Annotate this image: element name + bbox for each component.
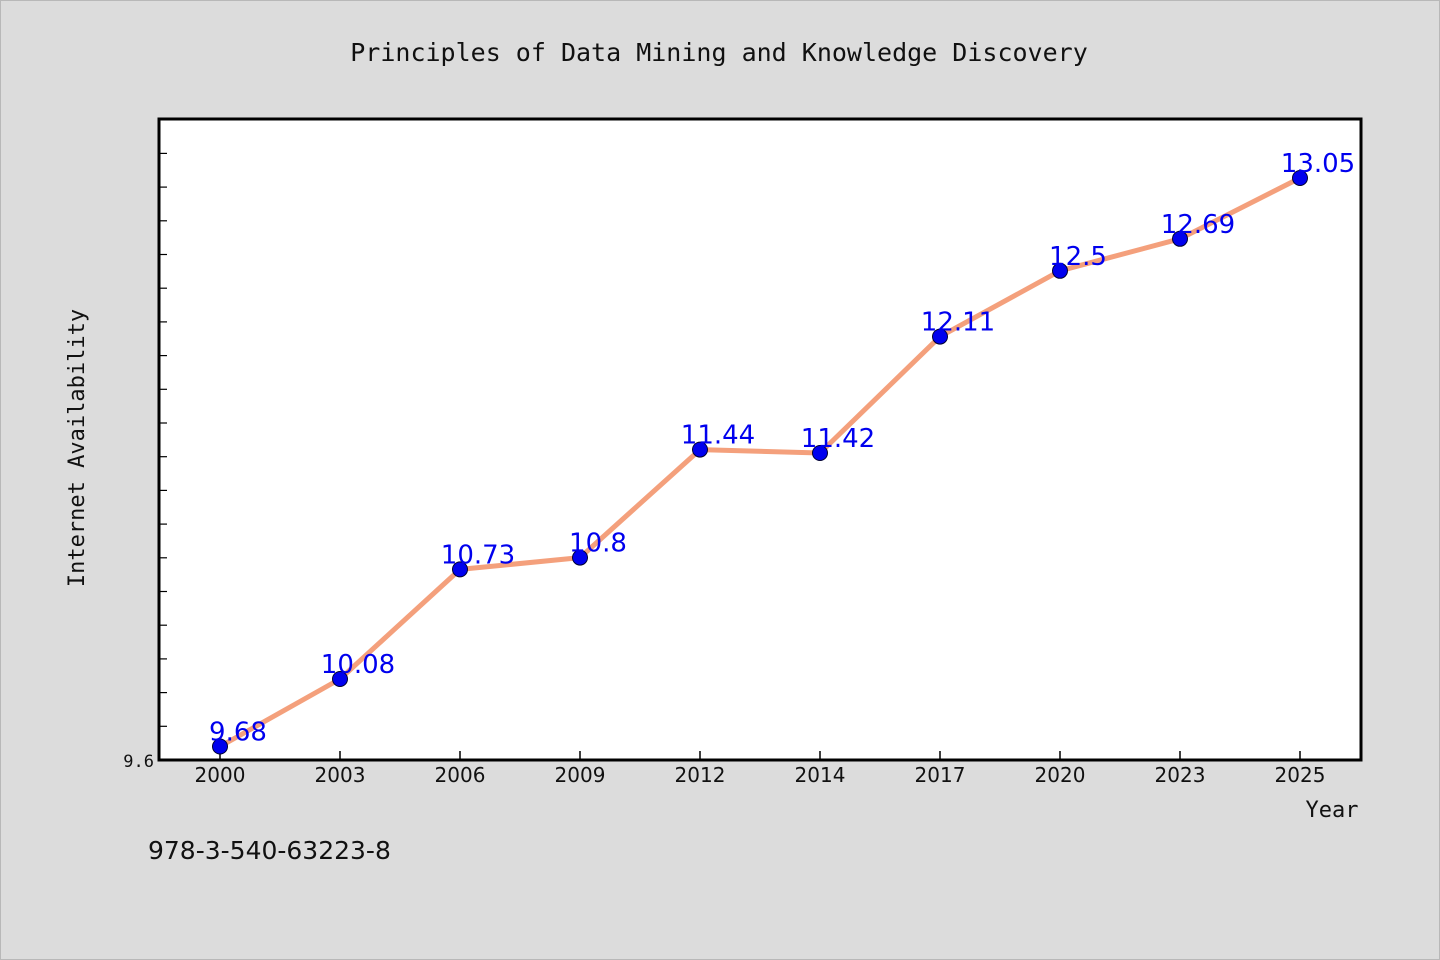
data-point-2014 — [812, 445, 828, 461]
series-line — [217, 175, 1303, 749]
x-tick-label-2009: 2009 — [555, 763, 606, 787]
data-label-2003: 10.08 — [321, 650, 395, 680]
y-tick-label-0: 9.6 — [123, 752, 154, 772]
data-label-2006: 10.73 — [441, 540, 515, 570]
x-axis-label: Year — [1306, 798, 1359, 823]
data-label-2000: 9.68 — [209, 718, 267, 748]
data-label-2014: 11.42 — [801, 424, 875, 454]
data-point-2025 — [1292, 170, 1308, 186]
x-tick-label-2000: 2000 — [195, 763, 246, 787]
chart-title: Principles of Data Mining and Knowledge … — [350, 38, 1088, 67]
y-axis-label: Internet Availability — [65, 309, 90, 587]
isbn-text: 978-3-540-63223-8 — [148, 836, 391, 865]
data-point-2006 — [452, 561, 468, 578]
x-tick-label-2023: 2023 — [1155, 763, 1206, 787]
data-point-2017 — [932, 328, 948, 345]
x-tick-label-2012: 2012 — [675, 763, 726, 787]
data-point-2009 — [572, 549, 588, 566]
data-points — [212, 170, 1308, 755]
y-axis-ticks: 9.6 — [123, 152, 167, 772]
x-tick-label-2014: 2014 — [795, 763, 846, 787]
data-point-2000 — [212, 738, 228, 755]
x-tick-label-2020: 2020 — [1035, 763, 1086, 787]
series-line-group — [217, 175, 1303, 749]
x-tick-label-2003: 2003 — [315, 763, 366, 787]
data-point-2023 — [1172, 230, 1188, 247]
data-point-2020 — [1052, 262, 1068, 279]
x-tick-label-2017: 2017 — [915, 763, 966, 787]
data-label-2025: 13.05 — [1281, 149, 1355, 179]
x-axis-ticks: 2000 2003 2006 2009 2012 2014 2017 2020 2023 2025 — [195, 751, 1326, 787]
data-labels: 9.68 10.08 10.73 10.8 11.44 11.42 12.11 12.5 12.… — [209, 149, 1355, 748]
plot-area — [157, 117, 1363, 762]
data-label-2009: 10.8 — [569, 529, 627, 559]
data-point-2003 — [332, 671, 348, 687]
data-label-2023: 12.69 — [1161, 210, 1235, 240]
x-tick-label-2006: 2006 — [435, 763, 486, 787]
data-label-2017: 12.11 — [921, 308, 995, 338]
data-label-2020: 12.5 — [1049, 242, 1107, 272]
data-label-2012: 11.44 — [681, 421, 755, 451]
x-tick-label-2025: 2025 — [1275, 763, 1326, 787]
data-point-2012 — [692, 441, 708, 458]
